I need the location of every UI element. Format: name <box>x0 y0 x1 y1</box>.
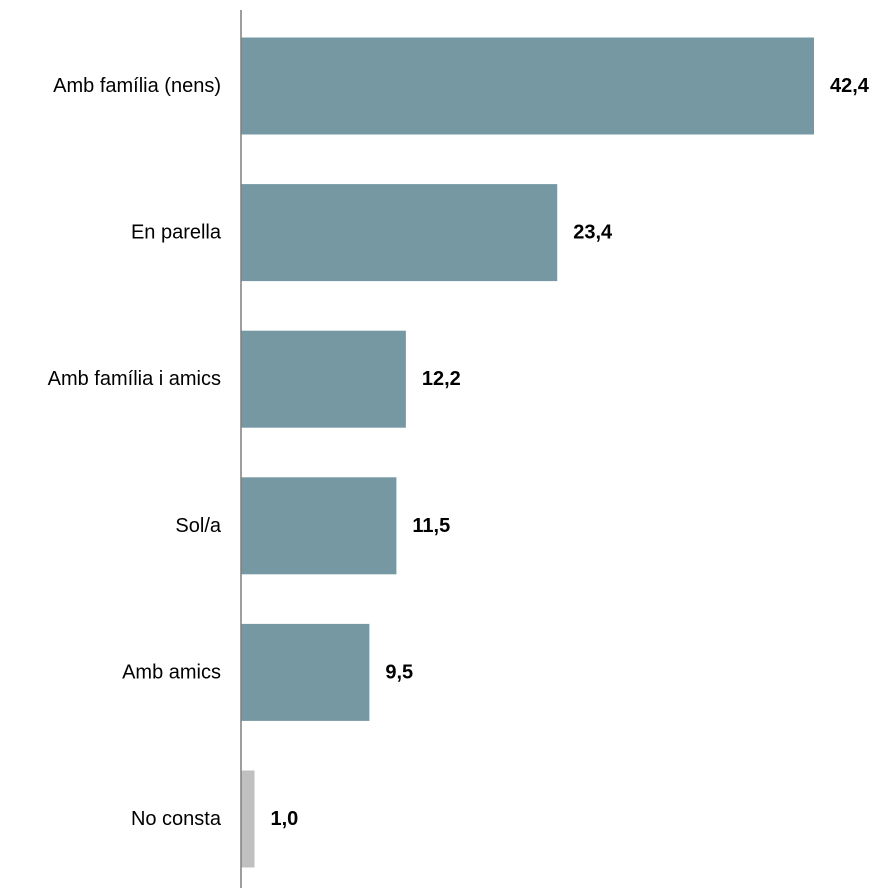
category-label: Amb amics <box>122 661 221 683</box>
bar <box>241 37 814 135</box>
category-label: Sol/a <box>175 515 221 537</box>
value-label: 11,5 <box>412 515 450 537</box>
value-label: 9,5 <box>385 661 413 683</box>
category-labels-group: Amb família (nens) En parella Amb família … <box>48 75 222 830</box>
bar <box>241 770 255 868</box>
bar <box>241 623 370 721</box>
bar <box>241 477 397 575</box>
value-label: 23,4 <box>573 222 613 244</box>
value-label: 42,4 <box>830 75 870 97</box>
category-label: Amb família (nens) <box>53 75 221 97</box>
category-label: En parella <box>131 222 222 244</box>
bar <box>241 184 558 282</box>
value-labels-group: 42,4 23,4 12,2 11,5 9,5 1,0 <box>271 75 870 830</box>
category-label: Amb família i amics <box>48 368 221 390</box>
value-label: 1,0 <box>271 808 299 830</box>
bars-group <box>241 37 814 868</box>
category-label: No consta <box>131 808 222 830</box>
bar <box>241 330 406 428</box>
value-label: 12,2 <box>422 368 461 390</box>
